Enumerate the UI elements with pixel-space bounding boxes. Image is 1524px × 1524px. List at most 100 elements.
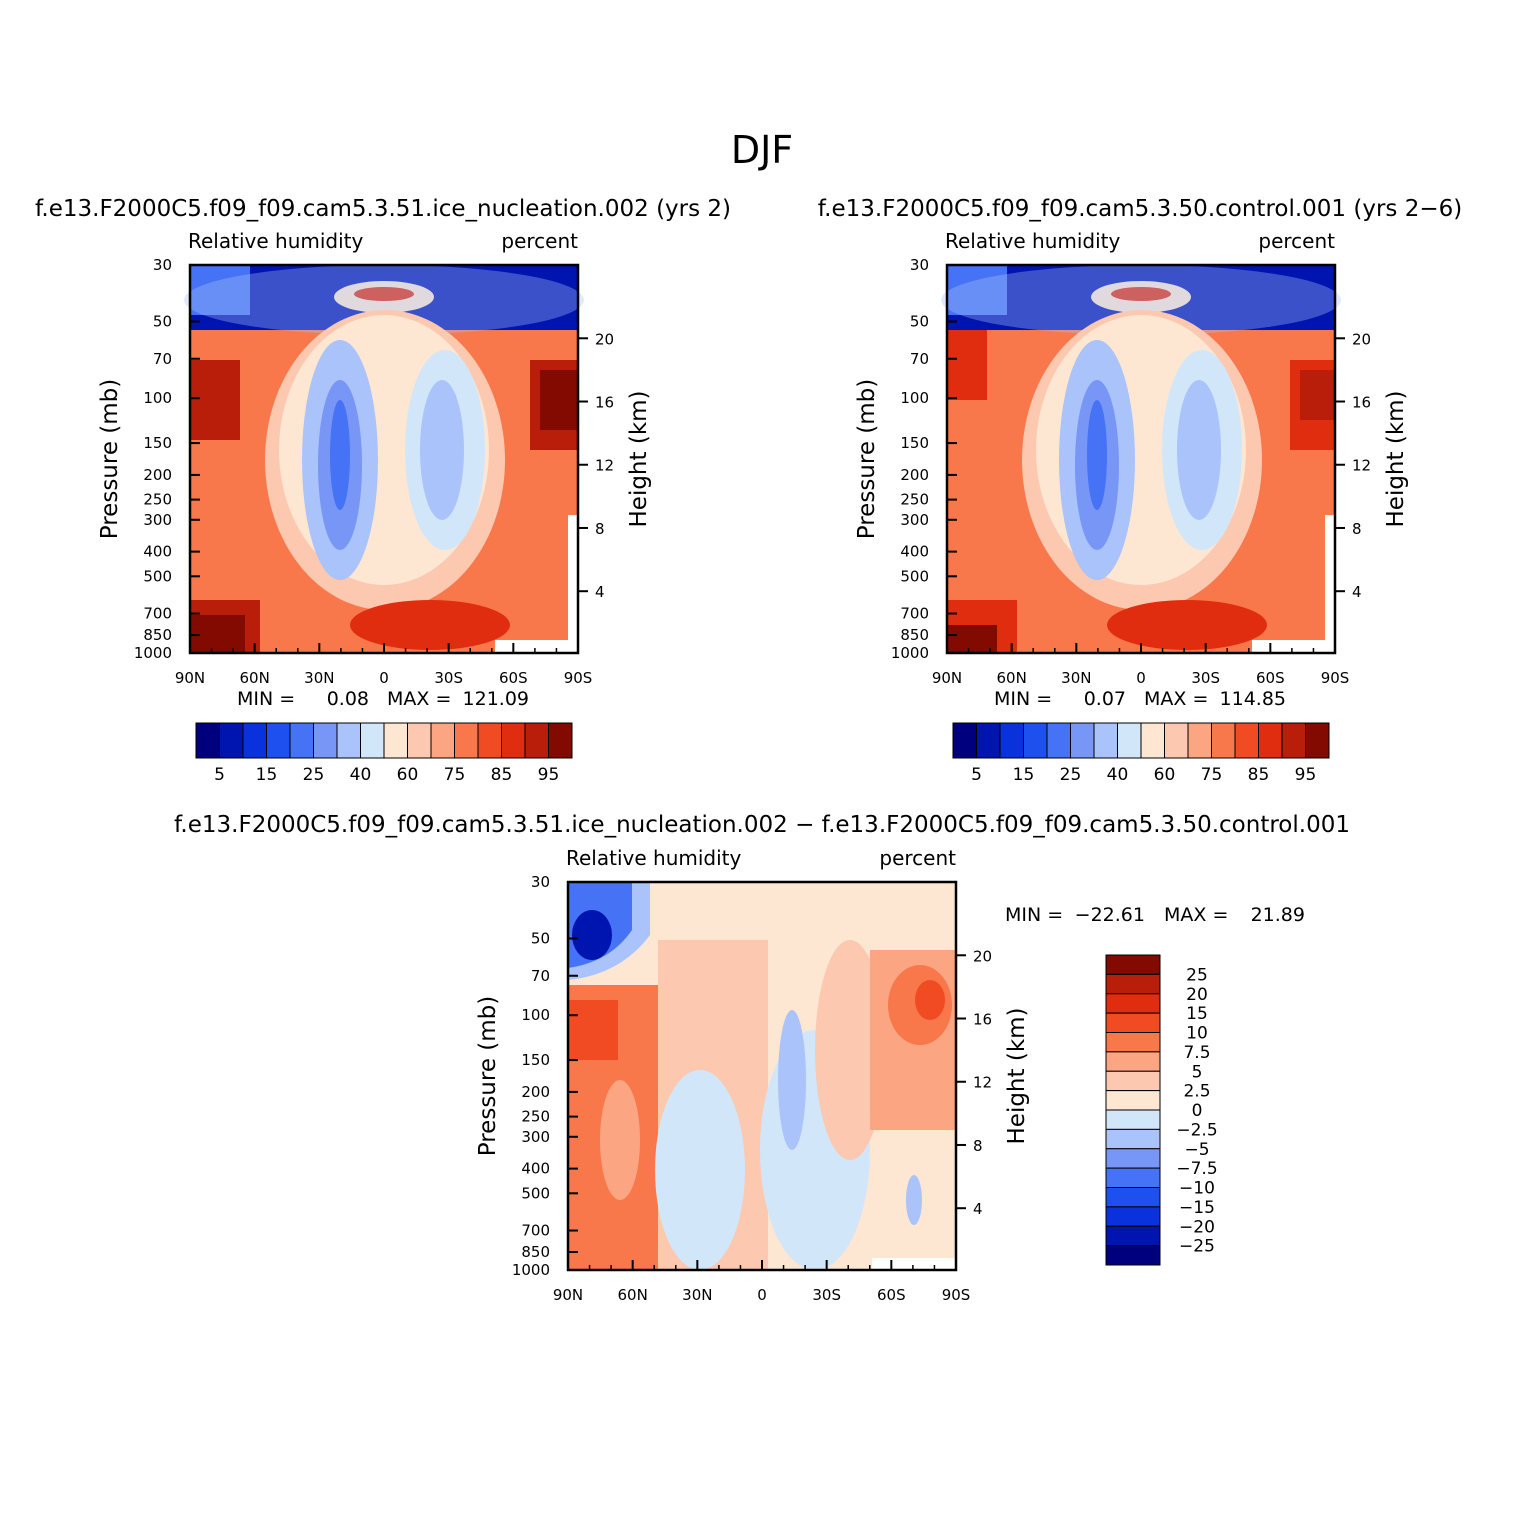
colorbar-box: [976, 722, 1001, 759]
x-tick-label: 30N: [682, 1286, 712, 1304]
colorbar-box: [1305, 722, 1330, 759]
y-tick-label: 500: [521, 1184, 550, 1202]
y-tick-label: 250: [900, 491, 929, 509]
colorbar-label: −5: [1184, 1140, 1209, 1160]
colorbar-box: [548, 722, 573, 759]
y-tick-label: 150: [143, 434, 172, 452]
y-tick-label: 300: [143, 511, 172, 529]
y-tick-label: 500: [143, 567, 172, 585]
max-value: 114.85: [1220, 688, 1286, 710]
colorbar-label: 15: [1013, 765, 1035, 785]
y2-axis-label: Height (km): [1004, 1007, 1030, 1144]
max-label: MAX =: [1144, 688, 1208, 710]
colorbar-label: 40: [1107, 765, 1129, 785]
min-value: 0.07: [1084, 688, 1126, 710]
contour-field: [941, 265, 1341, 653]
colorbar-label: −2.5: [1176, 1120, 1217, 1140]
colorbar-box: [1234, 722, 1259, 759]
y-tick-label: 50: [910, 313, 929, 331]
y-tick-label: 70: [910, 350, 929, 368]
colorbar-label: 75: [1201, 765, 1223, 785]
colorbar-label: 5: [971, 765, 982, 785]
min-label: MIN =: [994, 688, 1052, 710]
colorbar-box: [1105, 1012, 1161, 1033]
colorbar-label: 15: [1186, 1004, 1208, 1024]
colorbar-box: [430, 722, 455, 759]
min-value: 0.08: [327, 688, 369, 710]
y2-tick-label: 8: [1352, 520, 1362, 538]
y2-tick-label: 12: [1352, 457, 1371, 475]
y2-tick-label: 12: [973, 1074, 992, 1092]
y-axis-height: 20 16 12 8 4: [956, 947, 992, 1218]
colorbar-label: −10: [1179, 1179, 1215, 1199]
y-tick-label: 400: [143, 543, 172, 561]
colorbar-box: [1258, 722, 1283, 759]
y-tick-label: 400: [521, 1160, 550, 1178]
y-tick-label: 850: [143, 626, 172, 644]
y-tick-label: 70: [531, 967, 550, 985]
x-tick-label: 60N: [240, 669, 270, 687]
panel-difference: f.e13.F2000C5.f09_f09.cam5.3.51.ice_nucl…: [174, 812, 1350, 1304]
colorbar-box: [1105, 1090, 1161, 1111]
y-axis-height: 20 16 12 8 4: [578, 330, 614, 601]
max-value: 21.89: [1251, 904, 1305, 926]
y-tick-label: 50: [531, 930, 550, 948]
x-tick-label: 60S: [877, 1286, 906, 1304]
colorbar-label: 25: [1060, 765, 1082, 785]
y-tick-label: 200: [143, 466, 172, 484]
colorbar-label: 5: [1192, 1062, 1203, 1082]
max-label: MAX =: [1164, 904, 1228, 926]
colorbar-label: 10: [1186, 1024, 1208, 1044]
y2-tick-label: 4: [973, 1200, 983, 1218]
colorbar-box: [1164, 722, 1189, 759]
y2-tick-label: 20: [595, 330, 614, 348]
colorbar-label: −25: [1179, 1237, 1215, 1257]
min-label: MIN =: [1005, 904, 1063, 926]
colorbar-label: 60: [397, 765, 419, 785]
y-tick-label: 200: [900, 466, 929, 484]
colorbar-box: [360, 722, 385, 759]
colorbar-box: [1140, 722, 1165, 759]
y-tick-label: 150: [900, 434, 929, 452]
colorbar-label: 95: [538, 765, 560, 785]
y2-tick-label: 20: [973, 947, 992, 965]
y-tick-label: 700: [143, 605, 172, 623]
y-tick-label: 300: [900, 511, 929, 529]
y-tick-label: 50: [153, 313, 172, 331]
y-tick-label: 100: [521, 1006, 550, 1024]
colorbar-box: [1105, 993, 1161, 1014]
y2-tick-label: 4: [1352, 583, 1362, 601]
x-axis: 90N 60N 30N 0 30S 60S 90S: [175, 643, 592, 687]
colorbar-box: [1105, 1187, 1161, 1208]
x-tick-label: 30N: [304, 669, 334, 687]
y-axis-label: Pressure (mb): [854, 379, 880, 539]
colorbar-label: −15: [1179, 1198, 1215, 1218]
x-tick-label: 90N: [932, 669, 962, 687]
colorbar-box: [1105, 1148, 1161, 1169]
colorbar-box: [313, 722, 338, 759]
y-tick-label: 700: [900, 605, 929, 623]
min-value: −22.61: [1075, 904, 1145, 926]
panel-title: f.e13.F2000C5.f09_f09.cam5.3.51.ice_nucl…: [174, 812, 1350, 838]
y2-axis-label: Height (km): [626, 390, 652, 527]
right-string: percent: [1258, 229, 1335, 253]
colorbar-box: [219, 722, 244, 759]
y-axis-label: Pressure (mb): [475, 996, 501, 1156]
colorbar-box: [1105, 1070, 1161, 1092]
y2-tick-label: 4: [595, 583, 605, 601]
colorbar: 5 15 25 40 60 75 85 95: [195, 722, 573, 785]
x-tick-label: 90N: [175, 669, 205, 687]
colorbar-box: [289, 722, 314, 759]
colorbar-box: [1105, 1032, 1161, 1053]
colorbar-label: 2.5: [1183, 1082, 1210, 1102]
x-axis: 90N 60N 30N 0 30S 60S 90S: [932, 643, 1349, 687]
min-label: MIN =: [237, 688, 295, 710]
colorbar-box: [1281, 722, 1306, 759]
y-tick-label: 1000: [512, 1261, 550, 1279]
y-tick-label: 100: [143, 389, 172, 407]
y-axis-label: Pressure (mb): [97, 379, 123, 539]
